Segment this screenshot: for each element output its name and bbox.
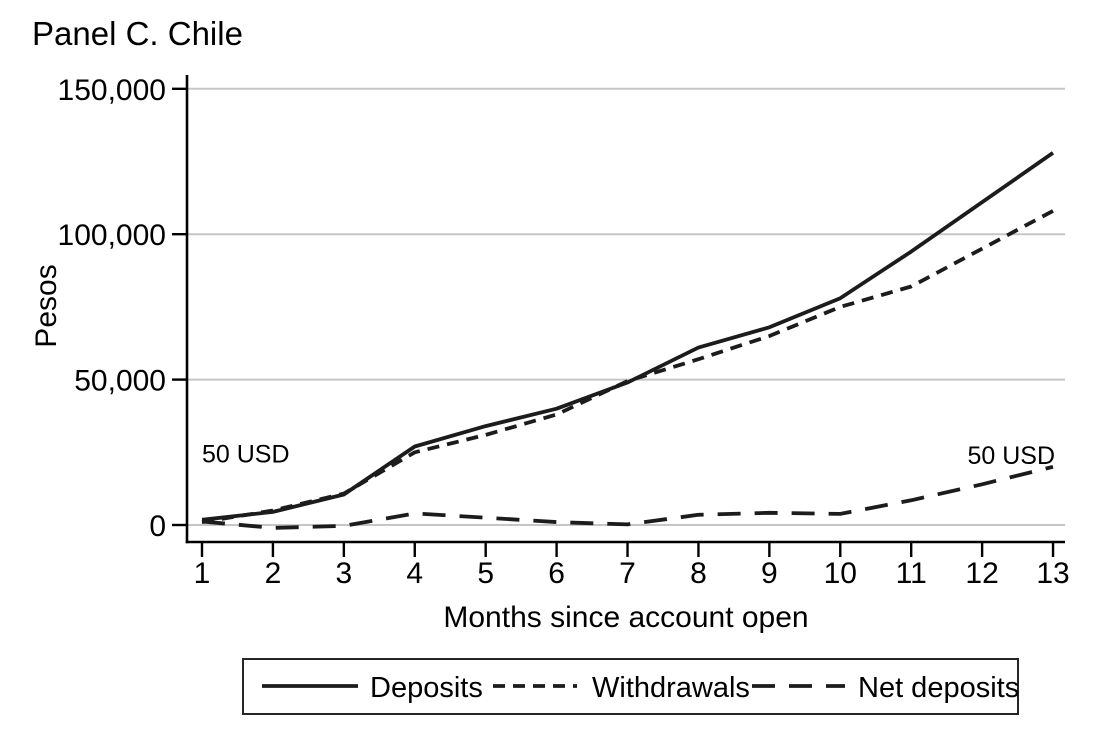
- legend-label-deposits: Deposits: [370, 672, 483, 704]
- legend-item-net-deposits: Net deposits: [752, 672, 1019, 704]
- x-tick-label: 2: [265, 557, 282, 590]
- y-tick-label: 100,000: [58, 219, 166, 252]
- net-deposits-line: [201, 464, 1054, 530]
- x-axis-ticks: 1 2 3 4 5 6 7 8 9 10 11 12 13: [194, 543, 1070, 590]
- y-tick-label: 0: [149, 510, 166, 543]
- x-tick-label: 4: [406, 557, 423, 590]
- series-lines: [201, 151, 1055, 530]
- x-tick-label: 6: [548, 557, 565, 590]
- chart-title: Panel C. Chile: [32, 15, 243, 52]
- x-tick-label: 9: [761, 557, 778, 590]
- x-axis-title: Months since account open: [443, 601, 808, 634]
- x-tick-label: 7: [619, 557, 636, 590]
- legend: Deposits Withdrawals Net deposits: [242, 658, 1019, 715]
- x-tick-label: 1: [194, 557, 211, 590]
- legend-item-withdrawals: Withdrawals: [493, 672, 750, 704]
- legend-item-deposits: Deposits: [262, 672, 483, 704]
- legend-label-net-deposits: Net deposits: [858, 672, 1019, 704]
- x-tick-label: 13: [1036, 557, 1069, 590]
- x-tick-label: 12: [965, 557, 998, 590]
- legend-label-withdrawals: Withdrawals: [592, 672, 750, 704]
- x-tick-label: 10: [824, 557, 857, 590]
- y-axis-title: Pesos: [30, 264, 63, 347]
- x-tick-label: 8: [690, 557, 707, 590]
- x-tick-label: 3: [335, 557, 352, 590]
- legend-border: [242, 658, 1019, 715]
- y-axis-ticks: 0 50,000 100,000 150,000: [58, 74, 186, 543]
- y-tick-label: 50,000: [74, 365, 166, 398]
- annotation-50usd-left: 50 USD: [202, 440, 290, 468]
- y-tick-label: 150,000: [58, 74, 166, 107]
- gridlines: [187, 87, 1065, 526]
- annotation-50usd-right: 50 USD: [967, 442, 1055, 470]
- x-tick-label: 11: [896, 557, 927, 590]
- withdrawals-line: [201, 209, 1054, 524]
- deposits-line: [201, 151, 1055, 522]
- x-tick-label: 5: [477, 557, 494, 590]
